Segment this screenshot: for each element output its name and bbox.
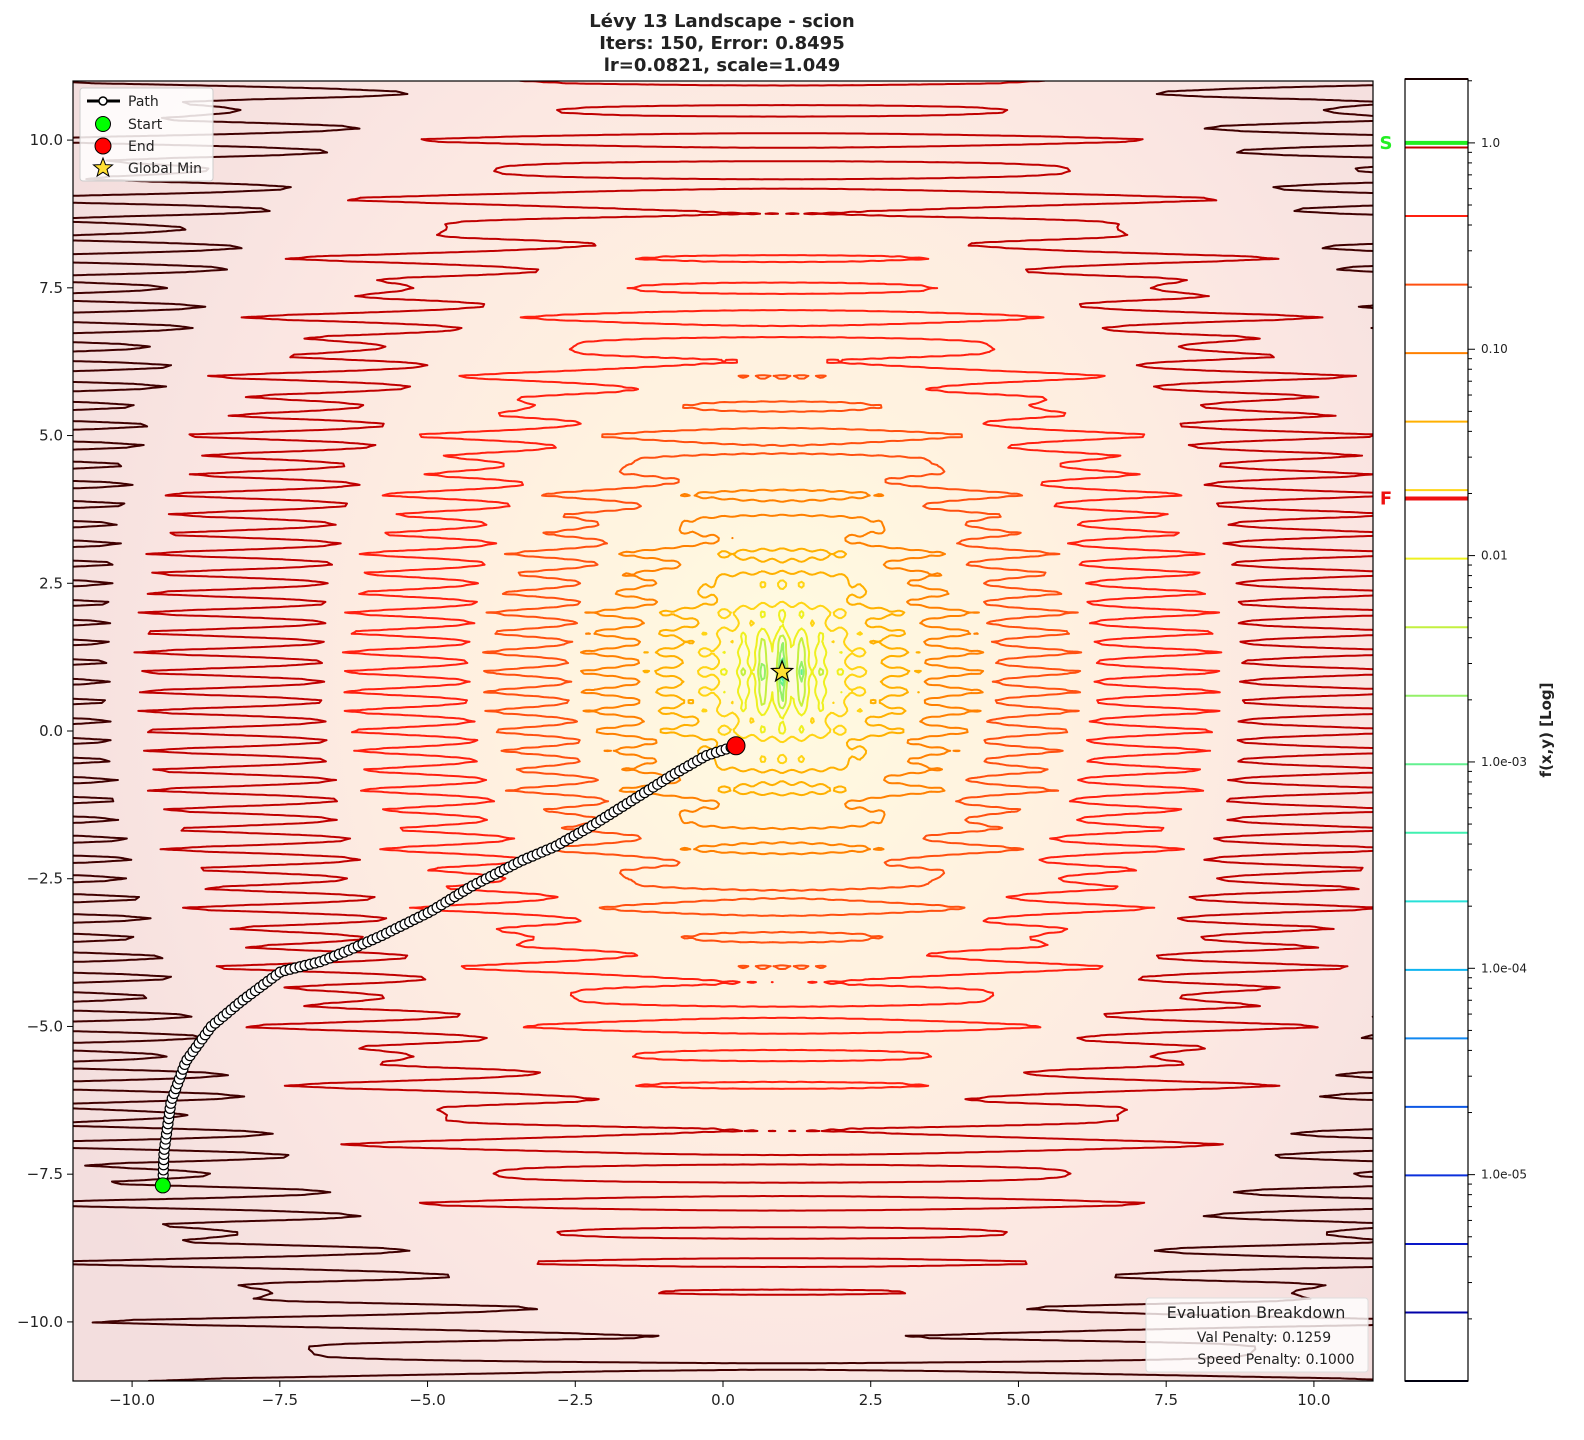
colorbar-label: f(x,y) [Log] (1537, 683, 1555, 778)
x-tick-label: 5.0 (1007, 1391, 1031, 1409)
x-tick-label: 7.5 (1154, 1391, 1178, 1409)
legend-label-global-min: Global Min (128, 161, 202, 177)
start-marker (155, 1178, 170, 1193)
evaluation-speed-penalty: Speed Penalty: 0.1000 (1197, 1352, 1354, 1368)
legend-end-marker (95, 138, 111, 154)
title-line-1: Lévy 13 Landscape - scion (589, 11, 854, 32)
colorbar-end-label: F (1380, 489, 1392, 510)
legend-start-marker (96, 117, 111, 132)
evaluation-val-penalty: Val Penalty: 0.1259 (1197, 1330, 1331, 1346)
y-tick-label: −5.0 (27, 1017, 63, 1035)
y-tick-label: 0.0 (39, 722, 63, 740)
x-tick-label: 2.5 (859, 1391, 883, 1409)
legend: Path Start End Global Min (80, 88, 213, 181)
chart-title: Lévy 13 Landscape - scion Iters: 150, Er… (589, 11, 854, 76)
evaluation-title: Evaluation Breakdown (1167, 1303, 1346, 1322)
x-axis: −10.0 −7.5 −5.0 −2.5 0.0 2.5 5.0 7.5 10.0 (109, 1381, 1331, 1409)
legend-label-path: Path (128, 94, 159, 110)
y-tick-label: −2.5 (27, 870, 63, 888)
colorbar-ticks: 1.0 0.10 0.01 1.0e-03 1.0e-04 1.0e-05 (1468, 81, 1527, 1319)
colorbar: 1.0 0.10 0.01 1.0e-03 1.0e-04 1.0e-05 S F f(x… (1380, 79, 1555, 1381)
legend-path-marker (99, 97, 107, 105)
y-axis: −10.0 −7.5 −5.0 −2.5 0.0 2.5 5.0 7.5 10.0 (17, 131, 73, 1331)
colorbar-tick-label: 1.0e-04 (1481, 961, 1527, 975)
x-tick-label: 0.0 (711, 1391, 735, 1409)
y-tick-label: 7.5 (39, 279, 63, 297)
title-line-2: Iters: 150, Error: 0.8495 (599, 33, 844, 54)
x-tick-label: −2.5 (557, 1391, 593, 1409)
colorbar-start-label: S (1380, 133, 1393, 154)
colorbar-tick-label: 1.0e-05 (1481, 1168, 1527, 1182)
colorbar-tick-label: 0.10 (1481, 342, 1508, 356)
legend-label-end: End (128, 139, 155, 155)
y-tick-label: 2.5 (39, 574, 63, 592)
x-tick-label: −5.0 (409, 1391, 445, 1409)
colorbar-tick-label: 1.0 (1481, 136, 1500, 150)
x-tick-label: 10.0 (1297, 1391, 1330, 1409)
y-tick-label: 10.0 (30, 131, 63, 149)
plot-area (73, 81, 1373, 1381)
y-tick-label: 5.0 (39, 427, 63, 445)
y-tick-label: −7.5 (27, 1165, 63, 1183)
x-tick-label: −7.5 (262, 1391, 298, 1409)
legend-label-start: Start (128, 117, 163, 133)
colorbar-tick-label: 1.0e-03 (1481, 755, 1527, 769)
end-marker (727, 737, 745, 755)
x-tick-label: −10.0 (109, 1391, 155, 1409)
title-line-3: lr=0.0821, scale=1.049 (604, 55, 841, 76)
colorbar-background (1405, 79, 1468, 1381)
plot-background (73, 81, 1373, 1381)
evaluation-box: Evaluation Breakdown Val Penalty: 0.1259… (1146, 1298, 1368, 1372)
colorbar-tick-label: 0.01 (1481, 549, 1508, 563)
y-tick-label: −10.0 (17, 1313, 63, 1331)
